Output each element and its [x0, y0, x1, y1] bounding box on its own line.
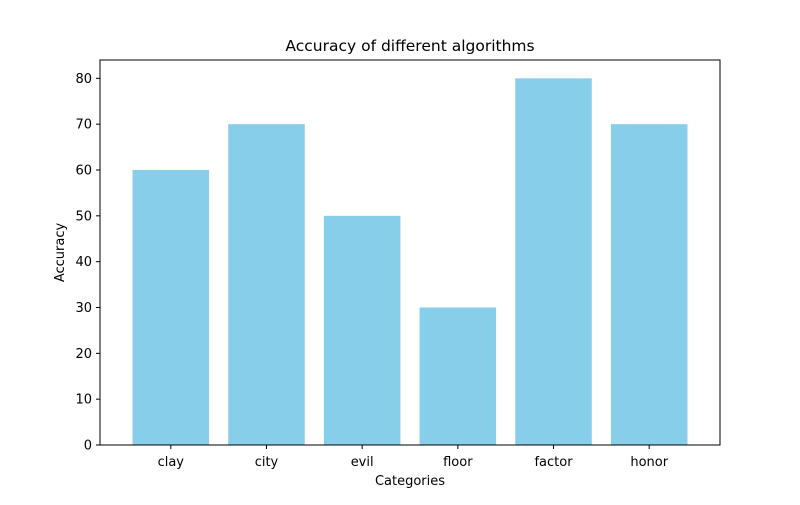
- y-tick-label: 80: [75, 72, 92, 87]
- bars-group: [132, 78, 688, 446]
- y-tick-label: 10: [75, 393, 92, 408]
- y-tick-label: 30: [75, 301, 92, 316]
- y-tick-label: 50: [75, 209, 92, 224]
- y-tick-label: 20: [75, 347, 92, 362]
- x-axis-title: Categories: [375, 474, 445, 489]
- y-tick-label: 60: [75, 164, 92, 179]
- y-axis-title: Accuracy: [53, 223, 68, 283]
- bar-floor: [419, 307, 497, 445]
- y-tick-label: 70: [75, 118, 92, 133]
- x-tick-label: honor: [630, 455, 668, 470]
- x-tick-label: factor: [534, 455, 573, 470]
- bar-factor: [515, 78, 592, 445]
- bar-clay: [132, 170, 210, 445]
- x-tick-label: evil: [351, 455, 374, 470]
- x-tick-label: city: [255, 455, 279, 470]
- x-tick-label: floor: [443, 455, 473, 470]
- y-axis: 0 10 20 30 40 50 60 70 80: [75, 72, 100, 454]
- bar-honor: [610, 124, 688, 446]
- y-tick-label: 40: [75, 255, 92, 270]
- x-axis: clay city evil floor factor honor: [158, 445, 669, 470]
- x-tick-label: clay: [158, 455, 185, 470]
- y-tick-label: 0: [84, 439, 92, 454]
- plot-frame: [99, 59, 721, 446]
- bar-evil: [323, 215, 401, 445]
- bar-city: [228, 124, 305, 446]
- chart-title: Accuracy of different algorithms: [285, 37, 534, 55]
